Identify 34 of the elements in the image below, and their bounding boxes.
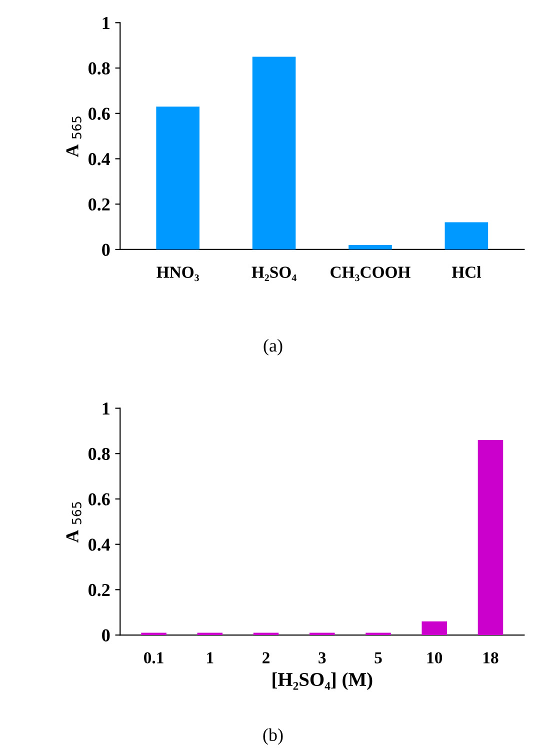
x-tick-label: 1 [207, 652, 214, 664]
x-tick-label: 10 [427, 652, 442, 664]
x-tick-label: 3 [318, 652, 326, 664]
y-tick-label: 0.6 [88, 493, 110, 506]
bar [422, 621, 447, 636]
x-tick-label: CH₃COOH [330, 266, 410, 282]
x-tick-label: HCl [452, 266, 481, 278]
bar [156, 106, 200, 250]
bar [444, 222, 488, 250]
x-tick-label: 2 [262, 652, 270, 664]
x-tick-label: 0.1 [144, 652, 164, 664]
bar [252, 56, 296, 250]
text: (b) [263, 728, 283, 745]
y-tick-label: 0.2 [88, 198, 110, 211]
y-tick-label: 0.4 [88, 538, 110, 551]
y-axis-title: A $_{565}$ [66, 502, 82, 543]
x-axis-title: [H₂SO₄] (M) [272, 672, 372, 690]
y-tick-label: 0.8 [88, 448, 110, 460]
y-tick-label: 0 [102, 244, 110, 256]
y-tick-label: 0.2 [88, 584, 110, 596]
y-tick-label: 1 [102, 17, 110, 29]
text: (a) [264, 339, 282, 356]
y-tick-label: 0.8 [88, 62, 110, 75]
y-tick-label: 0.6 [88, 108, 110, 120]
x-tick-label: HNO₃ [156, 266, 199, 282]
y-tick-label: 0.4 [88, 153, 110, 166]
x-tick-label: H₂SO₄ [252, 266, 296, 282]
x-tick-label: 5 [374, 652, 382, 664]
y-tick-label: 1 [102, 402, 110, 415]
bar [478, 440, 504, 636]
y-axis-title: A $_{565}$ [66, 116, 82, 158]
y-tick-label: 0 [102, 629, 110, 642]
bar [348, 244, 392, 250]
x-tick-label: 18 [483, 652, 498, 664]
